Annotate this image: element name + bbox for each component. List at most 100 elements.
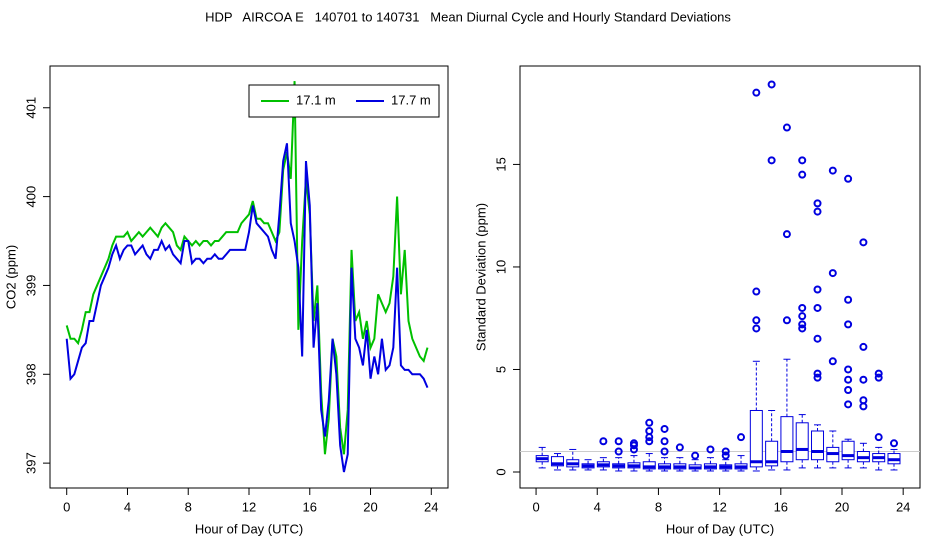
outlier	[798, 324, 807, 333]
y-tick-label: 399	[23, 275, 38, 297]
box	[765, 440, 779, 467]
outlier	[798, 320, 807, 329]
outlier	[675, 443, 684, 452]
box	[749, 409, 763, 468]
outlier	[859, 342, 868, 351]
box	[642, 461, 656, 470]
x-tick-label: 16	[303, 499, 317, 514]
x-tick-label: 12	[242, 499, 256, 514]
x-axis-label: Hour of Day (UTC)	[195, 521, 303, 536]
outlier	[813, 207, 822, 216]
outlier	[782, 123, 791, 132]
outlier	[844, 295, 853, 304]
outlier	[752, 287, 761, 296]
outlier	[660, 447, 669, 456]
y-tick-label: 400	[23, 186, 38, 208]
outlier	[645, 437, 654, 446]
outlier	[737, 433, 746, 442]
x-tick-label: 12	[712, 499, 726, 514]
outlier	[782, 230, 791, 239]
x-tick-label: 20	[835, 499, 849, 514]
y-axis-label: CO2 (ppm)	[3, 245, 18, 309]
legend-label: 17.1 m	[296, 92, 336, 107]
outlier	[813, 303, 822, 312]
outlier	[813, 334, 822, 343]
outlier	[599, 437, 608, 446]
outlier	[645, 426, 654, 435]
outlier	[614, 437, 623, 446]
outlier	[859, 238, 868, 247]
y-tick-label: 398	[23, 363, 38, 385]
legend-label: 17.7 m	[391, 92, 431, 107]
outlier	[752, 88, 761, 97]
outlier	[844, 174, 853, 183]
outlier	[721, 447, 730, 456]
y-axis-label: Standard Deviation (ppm)	[473, 203, 488, 351]
outlier	[721, 451, 730, 460]
x-tick-label: 8	[655, 499, 662, 514]
outlier	[706, 445, 715, 454]
y-tick-label: 5	[493, 366, 508, 373]
y-tick-label: 0	[493, 468, 508, 475]
outlier	[813, 373, 822, 382]
x-tick-label: 24	[896, 499, 910, 514]
outlier	[859, 402, 868, 411]
y-tick-label: 397	[23, 452, 38, 474]
x-tick-label: 4	[124, 499, 131, 514]
outlier	[752, 324, 761, 333]
outlier	[844, 320, 853, 329]
outlier	[645, 418, 654, 427]
outlier	[859, 396, 868, 405]
outlier	[691, 451, 700, 460]
outlier	[782, 316, 791, 325]
outlier	[874, 373, 883, 382]
outlier	[767, 80, 776, 89]
data-line	[65, 143, 429, 473]
box	[780, 416, 794, 463]
y-tick-label: 401	[23, 97, 38, 119]
outlier	[798, 303, 807, 312]
outlier	[874, 369, 883, 378]
plot-frame	[49, 65, 449, 489]
box	[550, 456, 564, 467]
outlier	[828, 357, 837, 366]
outlier	[629, 439, 638, 448]
outlier	[798, 170, 807, 179]
box	[811, 430, 825, 461]
outlier	[767, 156, 776, 165]
figure-title: HDP AIRCOA E 140701 to 140731 Mean Diurn…	[205, 9, 731, 24]
outlier	[752, 316, 761, 325]
outlier	[660, 437, 669, 446]
x-tick-label: 0	[63, 499, 70, 514]
outlier	[844, 375, 853, 384]
box	[795, 422, 809, 461]
x-tick-label: 8	[185, 499, 192, 514]
outlier	[813, 285, 822, 294]
y-tick-label: 10	[493, 260, 508, 274]
outlier	[874, 433, 883, 442]
plot-frame	[519, 65, 921, 489]
x-tick-label: 0	[532, 499, 539, 514]
x-tick-label: 24	[424, 499, 438, 514]
outlier	[660, 424, 669, 433]
outlier	[645, 433, 654, 442]
outlier	[813, 199, 822, 208]
outlier	[828, 166, 837, 175]
data-line	[65, 81, 429, 455]
outlier	[828, 269, 837, 278]
x-tick-label: 16	[774, 499, 788, 514]
x-tick-label: 20	[363, 499, 377, 514]
y-tick-label: 15	[493, 157, 508, 171]
outlier	[844, 385, 853, 394]
outlier	[889, 439, 898, 448]
outlier	[844, 400, 853, 409]
outlier	[798, 312, 807, 321]
x-tick-label: 4	[594, 499, 601, 514]
x-axis-label: Hour of Day (UTC)	[666, 521, 774, 536]
outlier	[798, 156, 807, 165]
outlier	[859, 375, 868, 384]
outlier	[813, 369, 822, 378]
outlier	[614, 447, 623, 456]
outlier	[844, 365, 853, 374]
